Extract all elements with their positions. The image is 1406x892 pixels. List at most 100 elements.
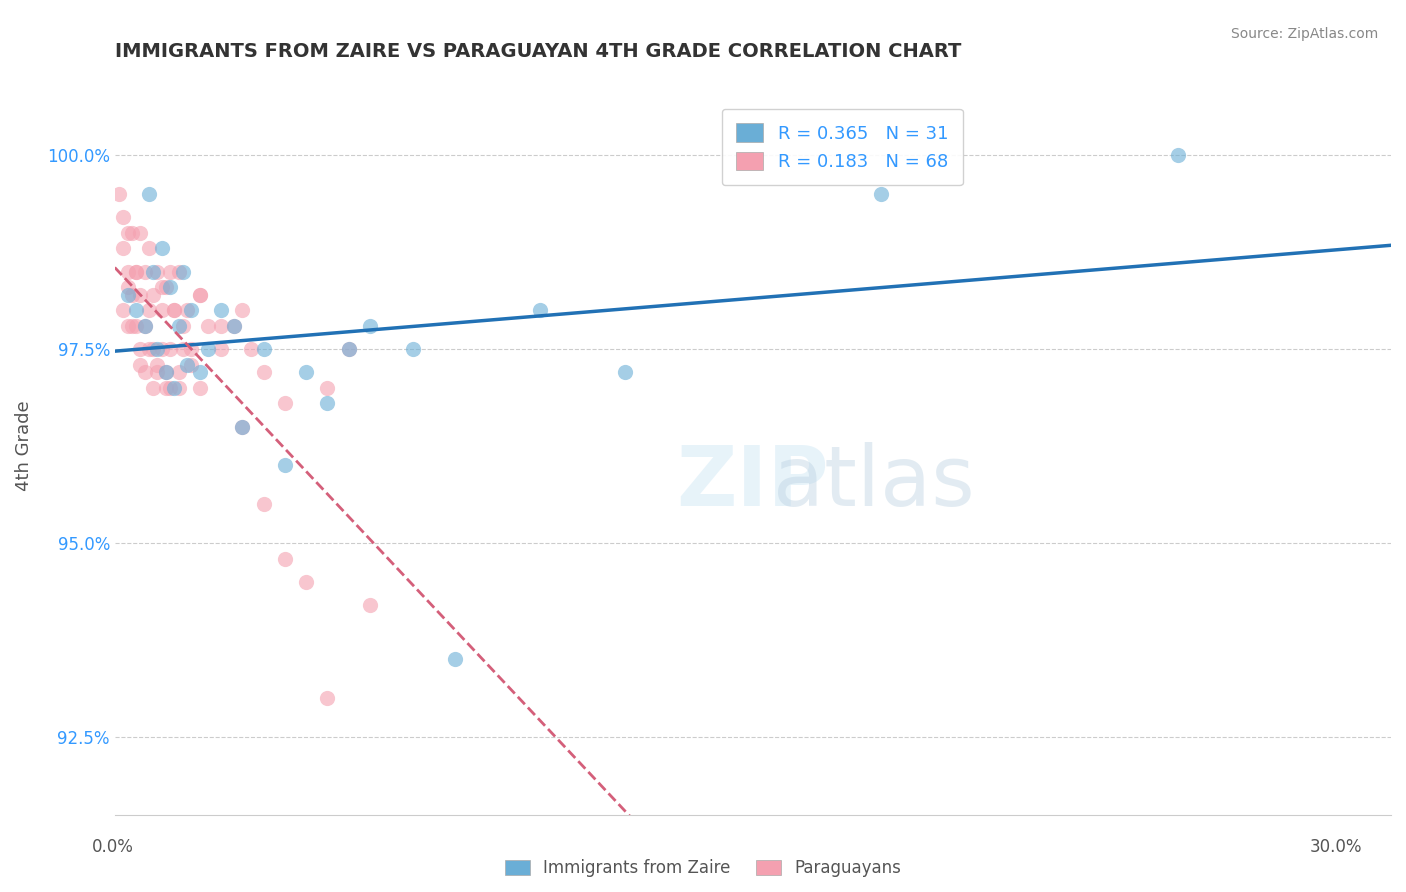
Point xyxy=(167,264,190,278)
Point xyxy=(129,342,152,356)
Point xyxy=(316,691,339,706)
Point xyxy=(316,396,339,410)
Point xyxy=(129,226,152,240)
Point xyxy=(134,318,156,333)
Legend: Immigrants from Zaire, Paraguayans: Immigrants from Zaire, Paraguayans xyxy=(498,853,908,884)
Point xyxy=(167,318,190,333)
Point xyxy=(117,280,139,294)
Point xyxy=(614,365,637,379)
Point xyxy=(176,303,198,318)
Point xyxy=(129,287,152,301)
Point xyxy=(295,365,318,379)
Text: IMMIGRANTS FROM ZAIRE VS PARAGUAYAN 4TH GRADE CORRELATION CHART: IMMIGRANTS FROM ZAIRE VS PARAGUAYAN 4TH … xyxy=(115,42,962,61)
Point xyxy=(112,303,135,318)
Point xyxy=(274,396,297,410)
Point xyxy=(274,458,297,473)
Point xyxy=(444,652,467,666)
Point xyxy=(159,381,181,395)
Point xyxy=(209,318,232,333)
Point xyxy=(125,318,148,333)
Point xyxy=(231,419,253,434)
Point xyxy=(337,342,360,356)
Point xyxy=(150,342,173,356)
Point xyxy=(188,365,211,379)
Point xyxy=(163,381,186,395)
Point xyxy=(163,303,186,318)
Point xyxy=(150,280,173,294)
Text: ZIP: ZIP xyxy=(676,442,830,524)
Point xyxy=(142,287,165,301)
Point xyxy=(155,365,177,379)
Point xyxy=(253,342,276,356)
Point xyxy=(180,358,202,372)
Point xyxy=(138,241,160,255)
Point xyxy=(222,318,245,333)
Point xyxy=(138,186,160,201)
Point xyxy=(155,280,177,294)
Point xyxy=(209,342,232,356)
Point xyxy=(359,318,381,333)
Point xyxy=(172,264,194,278)
Point xyxy=(172,342,194,356)
Point xyxy=(117,287,139,301)
Point xyxy=(231,419,253,434)
Point xyxy=(176,358,198,372)
Point xyxy=(188,287,211,301)
Point xyxy=(142,342,165,356)
Point xyxy=(188,287,211,301)
Text: 0.0%: 0.0% xyxy=(91,838,134,856)
Point xyxy=(295,574,318,589)
Point xyxy=(138,342,160,356)
Text: 30.0%: 30.0% xyxy=(1309,838,1362,856)
Point xyxy=(117,226,139,240)
Legend: R = 0.365   N = 31, R = 0.183   N = 68: R = 0.365 N = 31, R = 0.183 N = 68 xyxy=(721,109,963,186)
Point xyxy=(112,211,135,225)
Point xyxy=(231,303,253,318)
Point xyxy=(359,598,381,612)
Point xyxy=(117,264,139,278)
Point xyxy=(239,342,262,356)
Point xyxy=(529,303,551,318)
Point xyxy=(121,226,143,240)
Point xyxy=(159,280,181,294)
Point xyxy=(180,303,202,318)
Point xyxy=(163,303,186,318)
Point xyxy=(1167,148,1189,162)
Point xyxy=(159,342,181,356)
Point xyxy=(159,264,181,278)
Point xyxy=(134,264,156,278)
Point xyxy=(869,186,891,201)
Point xyxy=(167,365,190,379)
Point xyxy=(125,264,148,278)
Point xyxy=(253,365,276,379)
Point xyxy=(146,264,169,278)
Point xyxy=(167,381,190,395)
Point xyxy=(125,303,148,318)
Point xyxy=(125,264,148,278)
Point xyxy=(188,381,211,395)
Point xyxy=(150,303,173,318)
Point xyxy=(134,318,156,333)
Y-axis label: 4th Grade: 4th Grade xyxy=(15,401,32,491)
Point xyxy=(142,264,165,278)
Point xyxy=(401,342,423,356)
Point xyxy=(146,365,169,379)
Point xyxy=(108,186,131,201)
Point xyxy=(222,318,245,333)
Text: atlas: atlas xyxy=(773,442,974,524)
Point xyxy=(129,358,152,372)
Point xyxy=(142,381,165,395)
Point xyxy=(112,241,135,255)
Point xyxy=(146,358,169,372)
Point xyxy=(155,381,177,395)
Point xyxy=(274,551,297,566)
Point xyxy=(155,365,177,379)
Point xyxy=(150,241,173,255)
Text: Source: ZipAtlas.com: Source: ZipAtlas.com xyxy=(1230,27,1378,41)
Point xyxy=(197,318,219,333)
Point xyxy=(146,342,169,356)
Point xyxy=(316,381,339,395)
Point xyxy=(134,365,156,379)
Point xyxy=(138,303,160,318)
Point xyxy=(180,342,202,356)
